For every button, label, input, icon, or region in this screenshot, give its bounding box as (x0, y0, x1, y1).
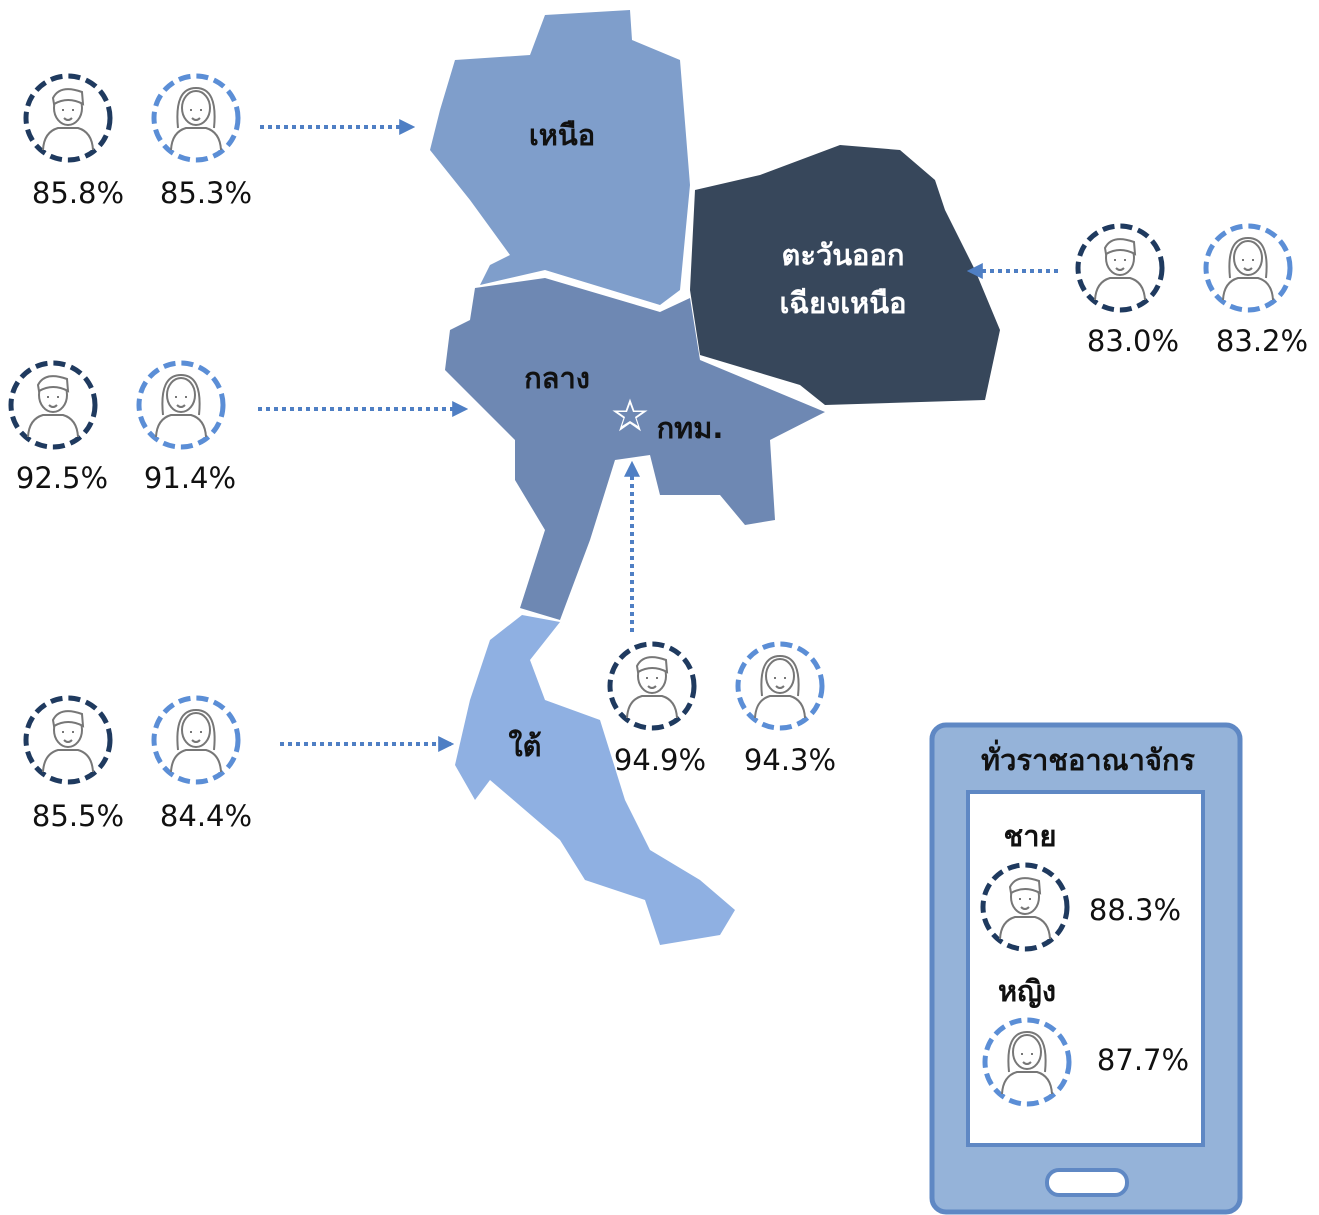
male-icon (26, 76, 110, 160)
region-label: ใต้ (509, 729, 542, 763)
male-icon (26, 698, 110, 782)
percent: 87.7% (1097, 1043, 1189, 1077)
region-label: เหนือ (529, 118, 595, 152)
percent: 94.9% (614, 743, 706, 777)
female-icon (154, 76, 238, 160)
male-icon (1078, 226, 1162, 310)
percent: 88.3% (1089, 893, 1181, 927)
male-icon (983, 865, 1067, 949)
female-icon (738, 644, 822, 728)
percent: 94.3% (744, 743, 836, 777)
percent: 83.2% (1216, 324, 1308, 358)
phone-button (1045, 1168, 1129, 1197)
region-central (445, 278, 825, 620)
female-icon (1206, 226, 1290, 310)
female-label: หญิง (998, 974, 1056, 1009)
male-icon (610, 644, 694, 728)
male-icon (11, 363, 95, 447)
percent: 85.5% (32, 799, 124, 833)
region-label: กลาง (524, 361, 590, 395)
female-icon (985, 1020, 1069, 1104)
region-south (455, 615, 735, 945)
percent: 85.8% (32, 176, 124, 210)
bangkok-label: กทม. (657, 411, 724, 445)
percent: 85.3% (160, 176, 252, 210)
percent: 83.0% (1087, 324, 1179, 358)
region-northeast (690, 145, 1000, 405)
region-north (430, 10, 690, 305)
national-title: ทั่วราชอาณาจักร (981, 739, 1195, 777)
percent: 84.4% (160, 799, 252, 833)
region-label: เฉียงเหนือ (779, 286, 906, 320)
percent: 91.4% (144, 461, 236, 495)
male-label: ชาย (1004, 819, 1057, 853)
percent: 92.5% (16, 461, 108, 495)
female-icon (139, 363, 223, 447)
region-label: ตะวันออก (782, 238, 905, 272)
female-icon (154, 698, 238, 782)
